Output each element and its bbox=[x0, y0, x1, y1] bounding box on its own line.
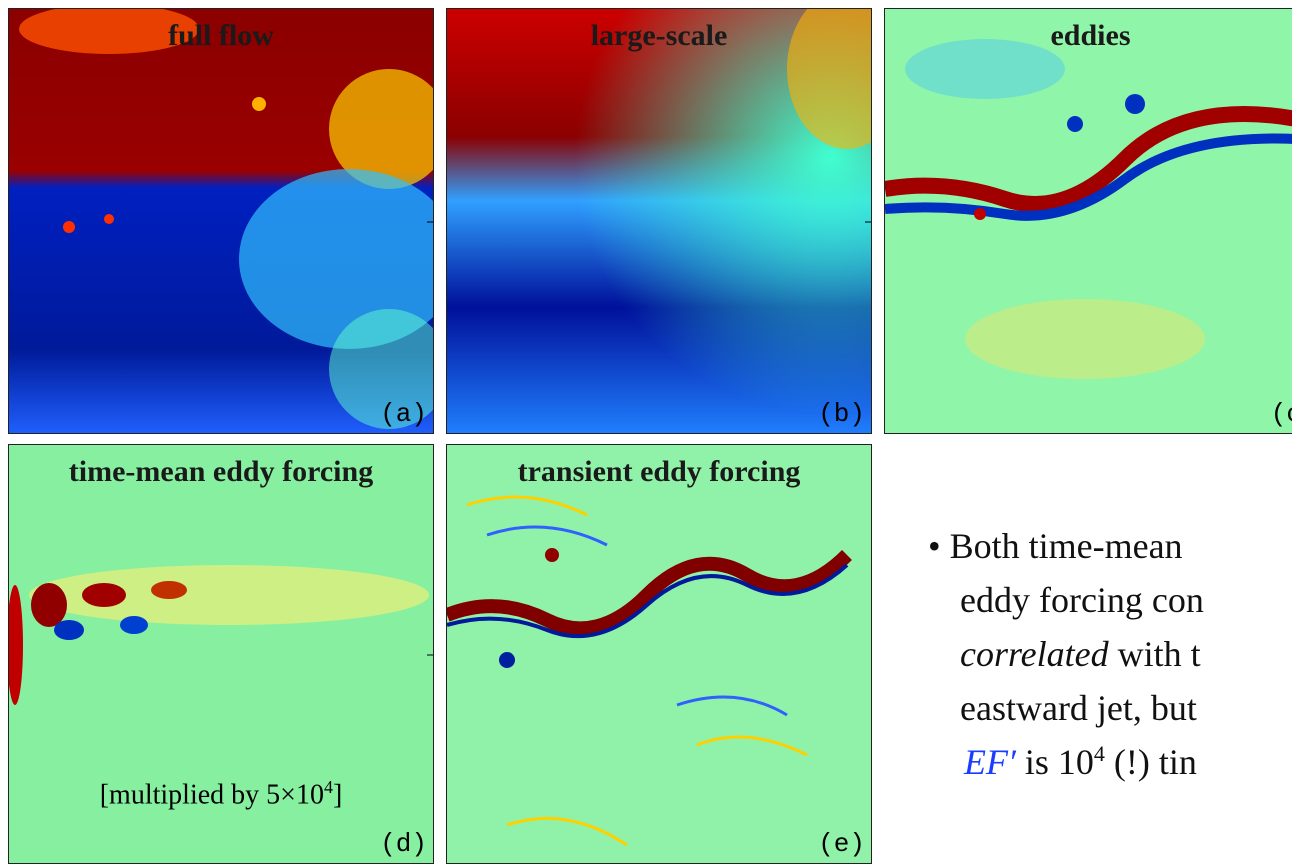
bullet-text: eddy forcing con bbox=[960, 580, 1204, 620]
bullet-text: (!) tin bbox=[1104, 742, 1197, 782]
field-a bbox=[9, 9, 433, 433]
field-b bbox=[447, 9, 871, 433]
panel-title: large-scale bbox=[590, 19, 728, 52]
bullet-text: is bbox=[1015, 742, 1058, 782]
panel-title: full flow bbox=[168, 19, 274, 52]
panel-c: eddies (c bbox=[884, 8, 1292, 434]
bullet-line: eastward jet, but bbox=[960, 687, 1197, 729]
note-close: ] bbox=[332, 779, 343, 810]
bullet-marker: • bbox=[928, 526, 941, 566]
note: [multiplied by 5×104] bbox=[9, 777, 433, 811]
panel-e: transient eddy forcing (e) bbox=[446, 444, 872, 864]
panel-label: (b) bbox=[818, 399, 865, 429]
field-d bbox=[9, 445, 433, 863]
bullet-text: with t bbox=[1108, 634, 1201, 674]
note-text: [multiplied by bbox=[99, 779, 267, 810]
panel-a: full flow (a) bbox=[8, 8, 434, 434]
bullet-line: eddy forcing con bbox=[960, 579, 1204, 621]
panel-label: (a) bbox=[380, 399, 427, 429]
panel-b: large-scale (b) bbox=[446, 8, 872, 434]
panel-label: (c bbox=[1270, 399, 1292, 429]
bullet-line: • Both time-mean bbox=[928, 525, 1183, 567]
bullet-text: eastward jet, but bbox=[960, 688, 1197, 728]
panel-label: (d) bbox=[380, 829, 427, 859]
field-e bbox=[447, 445, 871, 863]
bullet-italic: correlated bbox=[960, 634, 1109, 674]
bullet-exponent: 4 bbox=[1093, 741, 1105, 766]
bullet-line: correlated with t bbox=[960, 633, 1201, 675]
field-c bbox=[885, 9, 1292, 433]
bullet-text: Both time-mean bbox=[949, 526, 1183, 566]
panel-label: (e) bbox=[818, 829, 865, 859]
panel-title: time-mean eddy forcing bbox=[68, 455, 374, 488]
bullet-line: EF′ is 104 (!) tin bbox=[964, 741, 1197, 783]
note-base: 5×10 bbox=[266, 779, 324, 810]
panel-d: time-mean eddy forcing [multiplied by 5×… bbox=[8, 444, 434, 864]
panel-title: transient eddy forcing bbox=[517, 455, 801, 488]
note-exponent: 4 bbox=[323, 776, 333, 797]
panel-title: eddies bbox=[1050, 19, 1131, 52]
bullet-symbol: EF′ bbox=[964, 742, 1016, 782]
bullet-base: 10 bbox=[1057, 742, 1094, 782]
